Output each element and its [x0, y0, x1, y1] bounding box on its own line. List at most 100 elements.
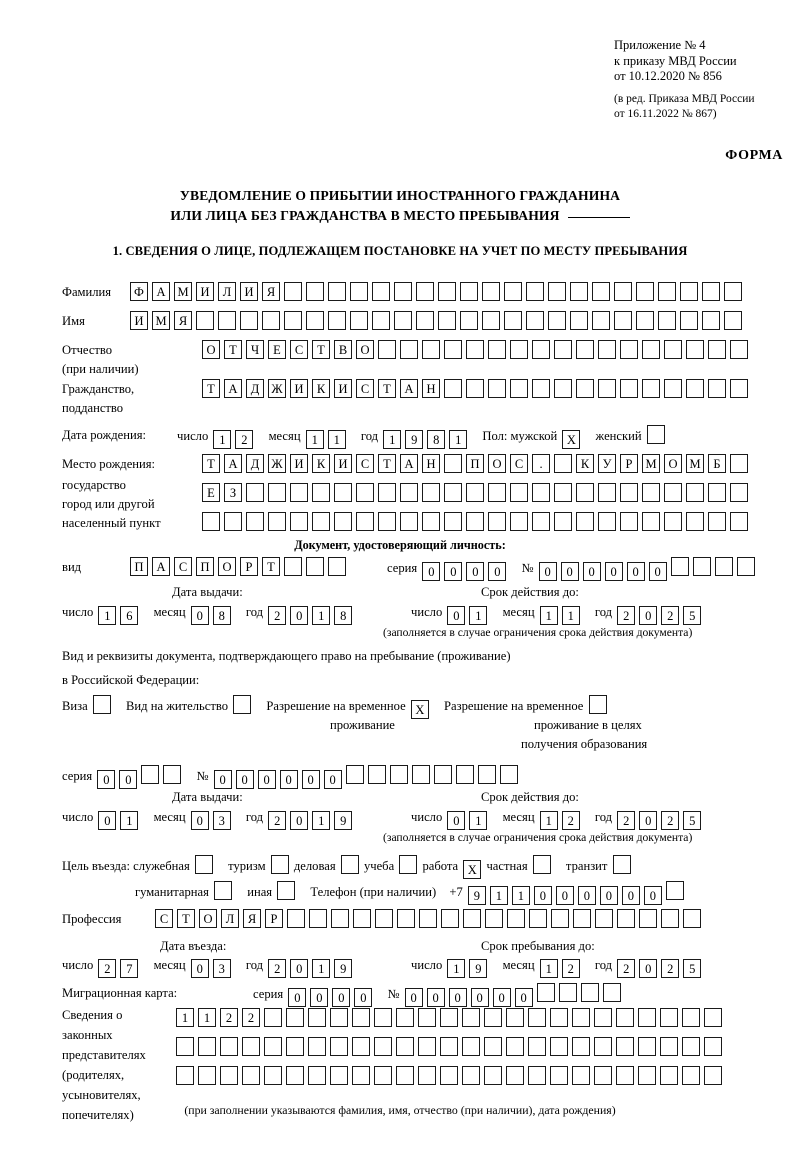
- grid-cell[interactable]: [396, 1008, 414, 1027]
- grid-cell[interactable]: [550, 1008, 568, 1027]
- digit-cell[interactable]: 1: [383, 430, 402, 449]
- grid-cell[interactable]: О: [199, 909, 217, 928]
- grid-cell[interactable]: П: [466, 454, 484, 473]
- digit-cell[interactable]: 2: [561, 959, 580, 978]
- grid-cell[interactable]: [617, 909, 635, 928]
- grid-cell[interactable]: С: [155, 909, 173, 928]
- grid-cell[interactable]: [246, 512, 264, 531]
- grid-cell[interactable]: О: [488, 454, 506, 473]
- grid-cell[interactable]: [598, 512, 616, 531]
- digit-cell[interactable]: 0: [444, 562, 463, 581]
- checkbox-purpose-other[interactable]: [277, 881, 296, 900]
- digit-cell[interactable]: 0: [604, 562, 623, 581]
- grid-cell[interactable]: [598, 483, 616, 502]
- grid-cell[interactable]: [378, 340, 396, 359]
- digit-cell[interactable]: 2: [661, 606, 680, 625]
- digit-cell[interactable]: 0: [639, 959, 658, 978]
- grid-cell[interactable]: [660, 1037, 678, 1056]
- digit-cell[interactable]: 1: [312, 811, 331, 830]
- grid-cell[interactable]: [484, 1037, 502, 1056]
- digit-cell[interactable]: [692, 557, 711, 576]
- digit-cell[interactable]: [345, 765, 364, 784]
- digit-cell[interactable]: 0: [492, 988, 511, 1007]
- grid-cell[interactable]: [686, 483, 704, 502]
- grid-cell[interactable]: 1: [176, 1008, 194, 1027]
- grid-cell[interactable]: [510, 379, 528, 398]
- grid-cell[interactable]: А: [400, 454, 418, 473]
- grid-cell[interactable]: [504, 311, 522, 330]
- grid-cell[interactable]: [638, 1066, 656, 1085]
- grid-cell[interactable]: [284, 557, 302, 576]
- grid-cell[interactable]: [730, 512, 748, 531]
- grid-cell[interactable]: [352, 1008, 370, 1027]
- grid-cell[interactable]: 1: [198, 1008, 216, 1027]
- grid-cell[interactable]: К: [312, 379, 330, 398]
- grid-cell[interactable]: [374, 1008, 392, 1027]
- digit-cell[interactable]: 7: [120, 959, 139, 978]
- digit-cell[interactable]: [455, 765, 474, 784]
- grid-cell[interactable]: Т: [202, 379, 220, 398]
- digit-cell[interactable]: [141, 765, 160, 784]
- grid-cell[interactable]: [636, 311, 654, 330]
- digit-cell[interactable]: 1: [539, 811, 558, 830]
- grid-cell[interactable]: [220, 1037, 238, 1056]
- grid-cell[interactable]: [598, 340, 616, 359]
- digit-cell[interactable]: [670, 557, 689, 576]
- grid-cell[interactable]: А: [224, 379, 242, 398]
- digit-cell[interactable]: 6: [120, 606, 139, 625]
- digit-cell[interactable]: [536, 983, 555, 1002]
- grid-cell[interactable]: [616, 1066, 634, 1085]
- grid-cell[interactable]: [620, 379, 638, 398]
- grid-cell[interactable]: [418, 1037, 436, 1056]
- grid-cell[interactable]: [463, 909, 481, 928]
- grid-cell[interactable]: [334, 512, 352, 531]
- digit-cell[interactable]: 0: [190, 811, 209, 830]
- grid-cell[interactable]: [682, 1037, 700, 1056]
- grid-cell[interactable]: [306, 557, 324, 576]
- digit-cell[interactable]: 0: [533, 886, 552, 905]
- digit-cell[interactable]: 2: [617, 811, 636, 830]
- grid-cell[interactable]: [554, 512, 572, 531]
- digit-cell[interactable]: 0: [488, 562, 507, 581]
- grid-cell[interactable]: Н: [422, 454, 440, 473]
- grid-cell[interactable]: [330, 1008, 348, 1027]
- digit-cell[interactable]: 2: [617, 606, 636, 625]
- digit-cell[interactable]: 2: [235, 430, 254, 449]
- grid-cell[interactable]: [704, 1037, 722, 1056]
- grid-cell[interactable]: [372, 282, 390, 301]
- grid-cell[interactable]: [598, 379, 616, 398]
- grid-cell[interactable]: [306, 282, 324, 301]
- digit-cell[interactable]: 5: [683, 811, 702, 830]
- legal-grid-row3[interactable]: [176, 1066, 726, 1085]
- grid-cell[interactable]: [202, 512, 220, 531]
- grid-cell[interactable]: [396, 1037, 414, 1056]
- digit-cell[interactable]: 0: [643, 886, 662, 905]
- digit-cell[interactable]: 1: [539, 959, 558, 978]
- grid-cell[interactable]: [372, 311, 390, 330]
- digit-cell[interactable]: 9: [334, 811, 353, 830]
- grid-cell[interactable]: [572, 1066, 590, 1085]
- grid-cell[interactable]: [400, 483, 418, 502]
- digit-cell[interactable]: 1: [539, 606, 558, 625]
- digit-cell[interactable]: 0: [354, 988, 373, 1007]
- digit-cell[interactable]: 0: [577, 886, 596, 905]
- grid-cell[interactable]: [506, 1037, 524, 1056]
- grid-cell[interactable]: [488, 483, 506, 502]
- digit-cell[interactable]: 1: [98, 606, 117, 625]
- grid-cell[interactable]: О: [356, 340, 374, 359]
- digit-cell[interactable]: 0: [560, 562, 579, 581]
- grid-cell[interactable]: [466, 340, 484, 359]
- checkbox-female[interactable]: [646, 425, 665, 444]
- digit-cell[interactable]: 0: [447, 811, 466, 830]
- grid-cell[interactable]: И: [290, 379, 308, 398]
- grid-cell[interactable]: [220, 1066, 238, 1085]
- digit-cell[interactable]: [389, 765, 408, 784]
- grid-cell[interactable]: [570, 311, 588, 330]
- grid-cell[interactable]: [290, 512, 308, 531]
- grid-cell[interactable]: [378, 512, 396, 531]
- grid-cell[interactable]: С: [356, 454, 374, 473]
- digit-cell[interactable]: [163, 765, 182, 784]
